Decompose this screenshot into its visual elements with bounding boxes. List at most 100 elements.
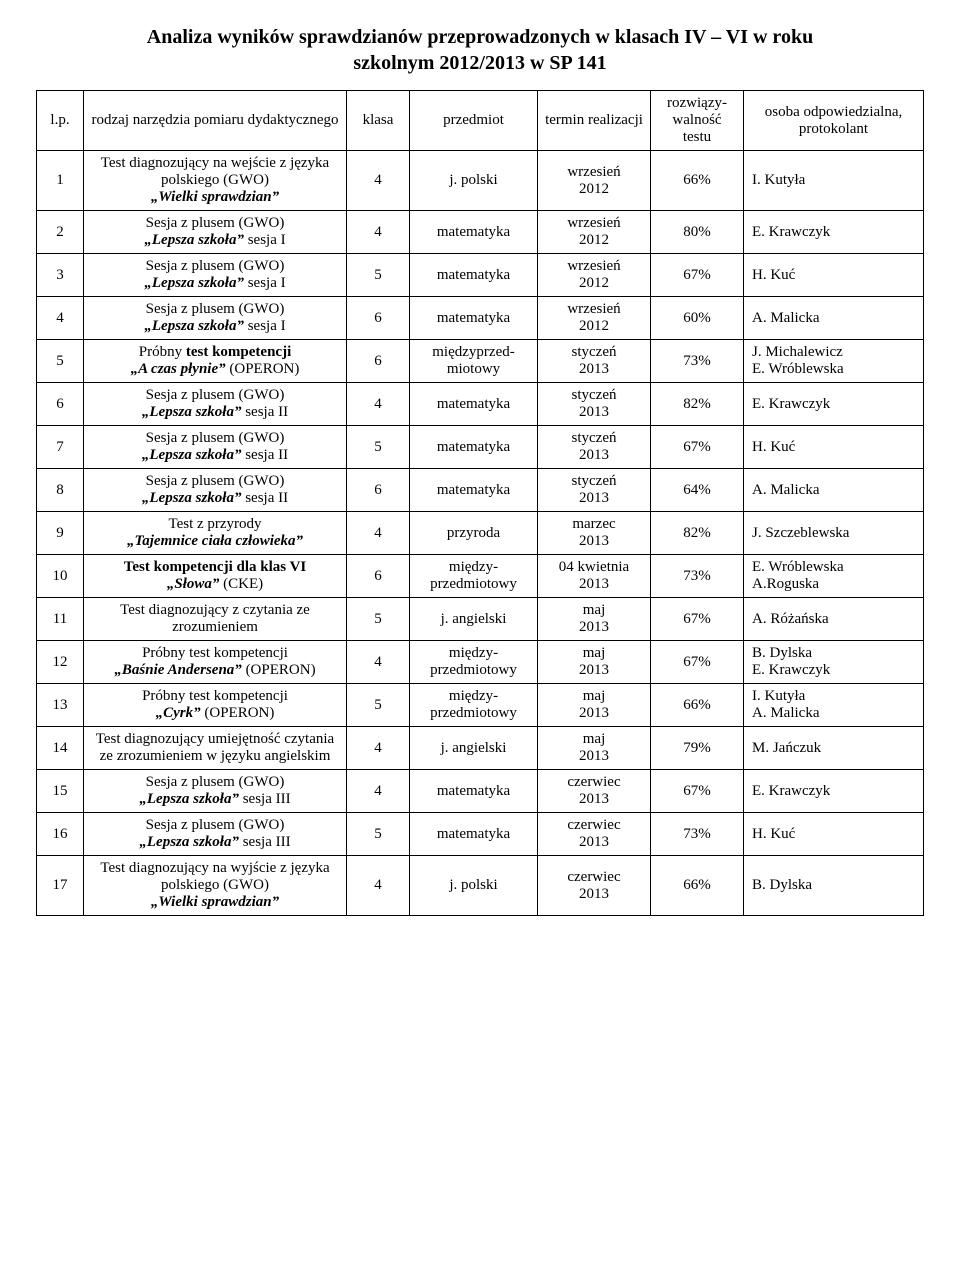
cell-person: A. Malicka	[744, 297, 924, 340]
cell-solv: 66%	[651, 684, 744, 727]
cell-solv: 67%	[651, 598, 744, 641]
cell-person: E. Krawczyk	[744, 383, 924, 426]
cell-klasa: 6	[347, 297, 410, 340]
table-row: 6Sesja z plusem (GWO)„Lepsza szkoła” ses…	[37, 383, 924, 426]
cell-tool: Test diagnozujący umiejętność czytania z…	[84, 727, 347, 770]
cell-klasa: 5	[347, 813, 410, 856]
table-row: 1Test diagnozujący na wejście z języka p…	[37, 151, 924, 211]
table-row: 12Próbny test kompetencji„Baśnie Anderse…	[37, 641, 924, 684]
table-row: 7Sesja z plusem (GWO)„Lepsza szkoła” ses…	[37, 426, 924, 469]
table-row: 14Test diagnozujący umiejętność czytania…	[37, 727, 924, 770]
cell-person: E. Krawczyk	[744, 211, 924, 254]
cell-tool: Sesja z plusem (GWO)„Lepsza szkoła” sesj…	[84, 254, 347, 297]
cell-term: styczeń2013	[538, 426, 651, 469]
cell-solv: 73%	[651, 813, 744, 856]
cell-tool: Sesja z plusem (GWO)„Lepsza szkoła” sesj…	[84, 297, 347, 340]
cell-person: J. MichalewiczE. Wróblewska	[744, 340, 924, 383]
col-term: termin realizacji	[538, 91, 651, 151]
table-row: 10Test kompetencji dla klas VI„Słowa” (C…	[37, 555, 924, 598]
cell-solv: 80%	[651, 211, 744, 254]
table-row: 15Sesja z plusem (GWO)„Lepsza szkoła” se…	[37, 770, 924, 813]
cell-lp: 4	[37, 297, 84, 340]
cell-solv: 73%	[651, 340, 744, 383]
cell-klasa: 5	[347, 426, 410, 469]
col-klasa: klasa	[347, 91, 410, 151]
cell-term: styczeń2013	[538, 469, 651, 512]
cell-lp: 2	[37, 211, 84, 254]
table-row: 5Próbny test kompetencji„A czas płynie” …	[37, 340, 924, 383]
cell-person: H. Kuć	[744, 426, 924, 469]
cell-tool: Test kompetencji dla klas VI„Słowa” (CKE…	[84, 555, 347, 598]
cell-person: E. WróblewskaA.Roguska	[744, 555, 924, 598]
cell-term: maj2013	[538, 641, 651, 684]
cell-tool: Sesja z plusem (GWO)„Lepsza szkoła” sesj…	[84, 469, 347, 512]
cell-term: styczeń2013	[538, 340, 651, 383]
table-header-row: l.p. rodzaj narzędzia pomiaru dydaktyczn…	[37, 91, 924, 151]
table-row: 16Sesja z plusem (GWO)„Lepsza szkoła” se…	[37, 813, 924, 856]
cell-subject: j. polski	[410, 151, 538, 211]
table-row: 17Test diagnozujący na wyjście z języka …	[37, 856, 924, 916]
cell-person: H. Kuć	[744, 254, 924, 297]
cell-term: marzec2013	[538, 512, 651, 555]
cell-subject: j. angielski	[410, 598, 538, 641]
cell-klasa: 6	[347, 555, 410, 598]
cell-lp: 17	[37, 856, 84, 916]
cell-klasa: 4	[347, 856, 410, 916]
cell-person: J. Szczeblewska	[744, 512, 924, 555]
cell-lp: 12	[37, 641, 84, 684]
table-row: 8Sesja z plusem (GWO)„Lepsza szkoła” ses…	[37, 469, 924, 512]
cell-solv: 67%	[651, 254, 744, 297]
cell-lp: 9	[37, 512, 84, 555]
cell-term: wrzesień2012	[538, 211, 651, 254]
cell-klasa: 5	[347, 684, 410, 727]
cell-solv: 73%	[651, 555, 744, 598]
cell-tool: Sesja z plusem (GWO)„Lepsza szkoła” sesj…	[84, 211, 347, 254]
cell-person: I. KutyłaA. Malicka	[744, 684, 924, 727]
cell-person: E. Krawczyk	[744, 770, 924, 813]
cell-lp: 1	[37, 151, 84, 211]
col-solv: rozwiązy-walność testu	[651, 91, 744, 151]
table-row: 13Próbny test kompetencji„Cyrk” (OPERON)…	[37, 684, 924, 727]
cell-solv: 60%	[651, 297, 744, 340]
cell-subject: między-przedmiotowy	[410, 641, 538, 684]
cell-solv: 67%	[651, 770, 744, 813]
table-row: 9Test z przyrody„Tajemnice ciała człowie…	[37, 512, 924, 555]
cell-klasa: 4	[347, 211, 410, 254]
cell-subject: matematyka	[410, 813, 538, 856]
col-person: osoba odpowiedzialna, protokolant	[744, 91, 924, 151]
cell-person: H. Kuć	[744, 813, 924, 856]
cell-lp: 15	[37, 770, 84, 813]
cell-solv: 67%	[651, 641, 744, 684]
cell-tool: Sesja z plusem (GWO)„Lepsza szkoła” sesj…	[84, 426, 347, 469]
cell-person: A. Różańska	[744, 598, 924, 641]
cell-term: styczeń2013	[538, 383, 651, 426]
cell-solv: 66%	[651, 151, 744, 211]
cell-term: wrzesień2012	[538, 151, 651, 211]
cell-tool: Próbny test kompetencji„Cyrk” (OPERON)	[84, 684, 347, 727]
cell-term: czerwiec2013	[538, 770, 651, 813]
cell-subject: matematyka	[410, 469, 538, 512]
cell-solv: 82%	[651, 512, 744, 555]
cell-term: maj2013	[538, 727, 651, 770]
cell-lp: 10	[37, 555, 84, 598]
col-lp: l.p.	[37, 91, 84, 151]
cell-subject: j. polski	[410, 856, 538, 916]
cell-subject: matematyka	[410, 254, 538, 297]
cell-klasa: 5	[347, 254, 410, 297]
cell-lp: 3	[37, 254, 84, 297]
cell-tool: Próbny test kompetencji„A czas płynie” (…	[84, 340, 347, 383]
title-line-2: szkolnym 2012/2013 w SP 141	[353, 52, 606, 74]
cell-tool: Sesja z plusem (GWO)„Lepsza szkoła” sesj…	[84, 383, 347, 426]
cell-solv: 66%	[651, 856, 744, 916]
table-row: 4Sesja z plusem (GWO)„Lepsza szkoła” ses…	[37, 297, 924, 340]
cell-subject: matematyka	[410, 770, 538, 813]
cell-solv: 67%	[651, 426, 744, 469]
cell-person: A. Malicka	[744, 469, 924, 512]
results-table: l.p. rodzaj narzędzia pomiaru dydaktyczn…	[36, 90, 924, 916]
cell-person: I. Kutyła	[744, 151, 924, 211]
cell-klasa: 6	[347, 340, 410, 383]
cell-subject: j. angielski	[410, 727, 538, 770]
table-row: 3Sesja z plusem (GWO)„Lepsza szkoła” ses…	[37, 254, 924, 297]
cell-subject: między-przedmiotowy	[410, 555, 538, 598]
cell-klasa: 4	[347, 512, 410, 555]
